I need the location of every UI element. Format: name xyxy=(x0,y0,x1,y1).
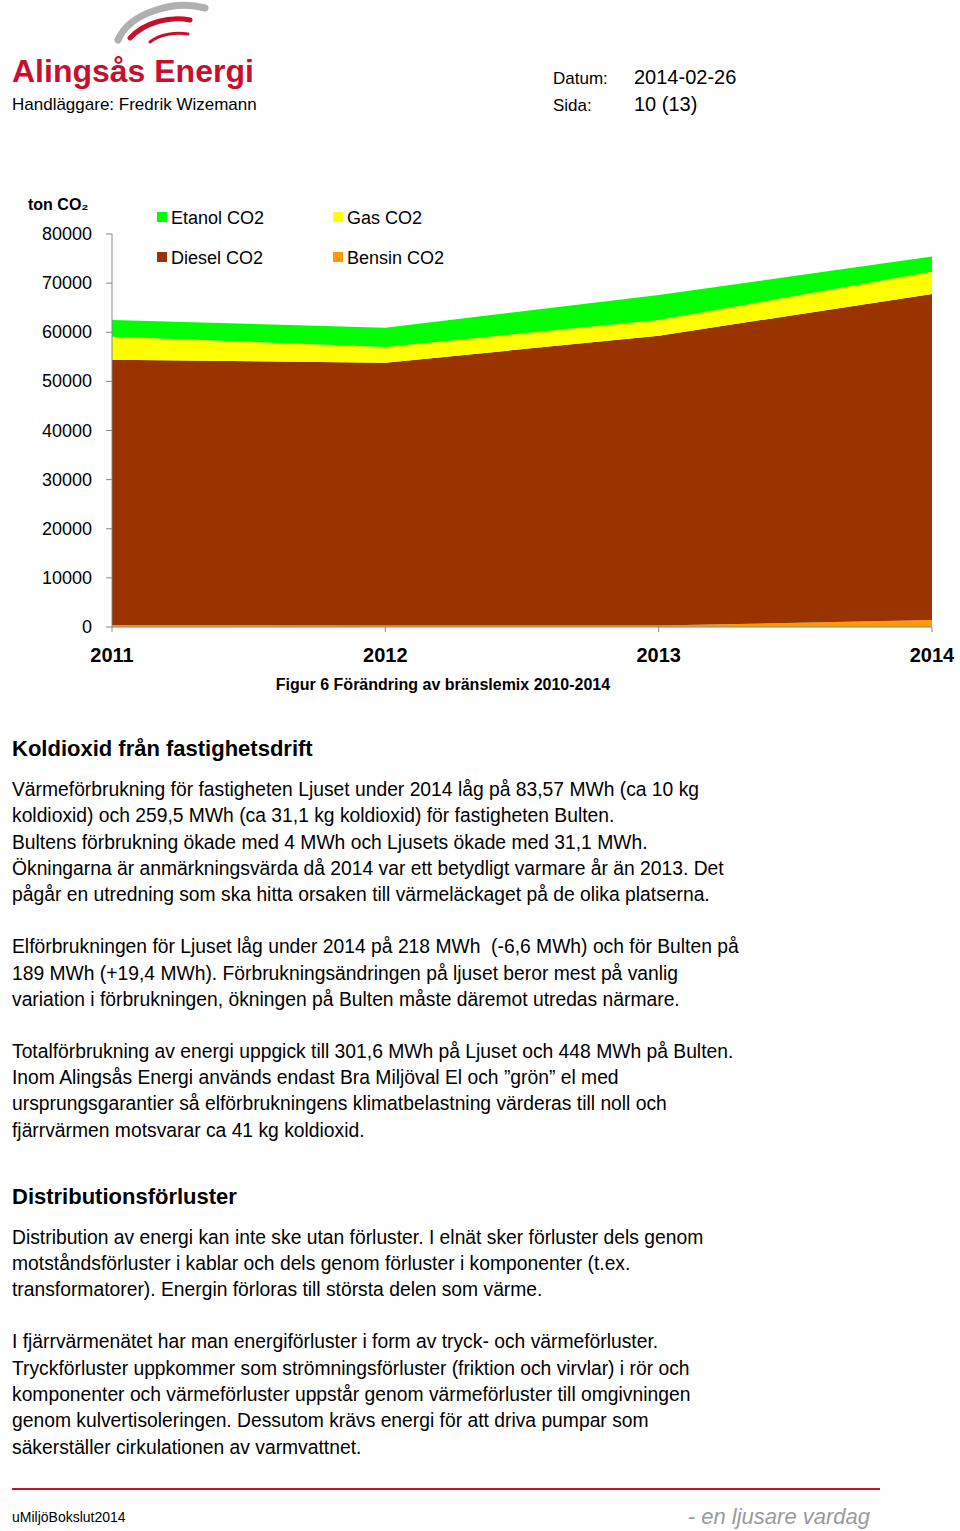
legend-label: Gas CO2 xyxy=(347,208,422,228)
paragraph-line: transformatorer). Energin förloras till … xyxy=(12,1279,542,1300)
logo-swoosh xyxy=(150,33,188,42)
x-tick-label: 2011 xyxy=(90,644,133,666)
paragraph-line: säkerställer cirkulationen av varmvattne… xyxy=(12,1437,361,1458)
paragraph-line: komponenter och värmeförluster uppstår g… xyxy=(12,1384,690,1405)
page-label: Sida: xyxy=(553,96,592,115)
paragraph-line: genom kulvertisoleringen. Dessutom krävs… xyxy=(12,1410,649,1431)
y-tick-label: 40000 xyxy=(42,421,92,441)
footer-rule xyxy=(12,1488,880,1490)
logo xyxy=(118,6,205,42)
paragraph-line: I fjärrvärmenätet har man energiförluste… xyxy=(12,1331,658,1352)
y-tick xyxy=(106,627,112,628)
y-tick xyxy=(106,528,112,529)
y-tick-label: 80000 xyxy=(42,224,92,244)
x-tick-label: 2012 xyxy=(363,644,408,666)
legend-label: Bensin CO2 xyxy=(347,248,444,268)
y-axis-label: ton CO₂ xyxy=(28,196,88,213)
plot-area xyxy=(112,257,932,627)
y-tick-label: 30000 xyxy=(42,470,92,490)
x-axis xyxy=(112,627,932,628)
paragraph-line: Inom Alingsås Energi används endast Bra … xyxy=(12,1067,619,1088)
footer-right: - en ljusare vardag xyxy=(688,1504,871,1529)
paragraph-line: koldioxid) och 259,5 MWh (ca 31,1 kg kol… xyxy=(12,805,614,826)
section-heading: Distributionsförluster xyxy=(12,1184,237,1209)
page-number: 10 (13) xyxy=(634,93,697,115)
chart-title: Figur 6 Förändring av bränslemix 2010-20… xyxy=(276,676,610,693)
paragraph-line: fjärrvärmen motsvarar ca 41 kg koldioxid… xyxy=(12,1120,365,1141)
y-tick xyxy=(106,479,112,480)
chart: 0 10000 20000 30000 40000 50000 60000 70000 8000… xyxy=(28,196,955,693)
x-tick xyxy=(658,627,659,632)
y-tick xyxy=(106,234,112,235)
logo-text: Alingsås Energi xyxy=(12,53,254,89)
date: 2014-02-26 xyxy=(634,66,736,88)
section-heading: Koldioxid från fastighetsdrift xyxy=(12,736,313,761)
paragraph-line: pågår en utredning som ska hitta orsaken… xyxy=(12,884,710,905)
y-tick xyxy=(106,430,112,431)
date-label: Datum: xyxy=(553,69,608,88)
paragraph-line: Bultens förbrukning ökade med 4 MWh och … xyxy=(12,832,648,853)
y-tick-label: 70000 xyxy=(42,273,92,293)
x-tick xyxy=(112,627,113,632)
paragraph-line: Ökningarna är anmärkningsvärda då 2014 v… xyxy=(12,858,724,879)
paragraph-line: Elförbrukningen för Ljuset låg under 201… xyxy=(12,936,739,957)
paragraph-line: ursprungsgarantier så elförbrukningens k… xyxy=(12,1093,667,1114)
y-tick-label: 50000 xyxy=(42,371,92,391)
area-series xyxy=(112,257,932,347)
legend-swatch xyxy=(157,212,167,222)
y-tick-label: 10000 xyxy=(42,568,92,588)
y-tick-label: 20000 xyxy=(42,519,92,539)
page-background xyxy=(0,0,960,1531)
handler: Handläggare: Fredrik Wizemann xyxy=(12,95,257,114)
y-tick xyxy=(106,283,112,284)
y-tick xyxy=(106,577,112,578)
x-tick-label: 2013 xyxy=(636,644,681,666)
page: Alingsås Energi Handläggare: Fredrik Wize… xyxy=(0,0,960,1531)
x-tick xyxy=(932,627,933,632)
legend-swatch xyxy=(333,252,343,262)
y-tick xyxy=(106,381,112,382)
y-tick-label: 60000 xyxy=(42,322,92,342)
legend: Etanol CO2 Gas CO2 Diesel CO2 Bensin CO2 xyxy=(157,208,444,268)
x-tick-label: 2014 xyxy=(910,644,955,666)
paragraph-line: variation i förbrukningen, ökningen på B… xyxy=(12,989,680,1010)
y-tick-label: 0 xyxy=(82,617,92,637)
legend-swatch xyxy=(157,252,167,262)
footer-left: uMiljöBokslut2014 xyxy=(12,1509,126,1525)
y-tick xyxy=(106,332,112,333)
paragraph-line: Totalförbrukning av energi uppgick till … xyxy=(12,1041,733,1062)
legend-label: Etanol CO2 xyxy=(171,208,264,228)
paragraph-line: Tryckförluster uppkommer som strömningsf… xyxy=(12,1358,690,1379)
legend-swatch xyxy=(333,212,343,222)
paragraph-line: Distribution av energi kan inte ske utan… xyxy=(12,1227,703,1248)
paragraph-line: motståndsförluster i kablar och dels gen… xyxy=(12,1253,630,1274)
legend-label: Diesel CO2 xyxy=(171,248,263,268)
paragraph-line: Värmeförbrukning för fastigheten Ljuset … xyxy=(12,779,699,800)
x-tick xyxy=(385,627,386,632)
paragraph-line: 189 MWh (+19,4 MWh). Förbrukningsändring… xyxy=(12,963,678,984)
